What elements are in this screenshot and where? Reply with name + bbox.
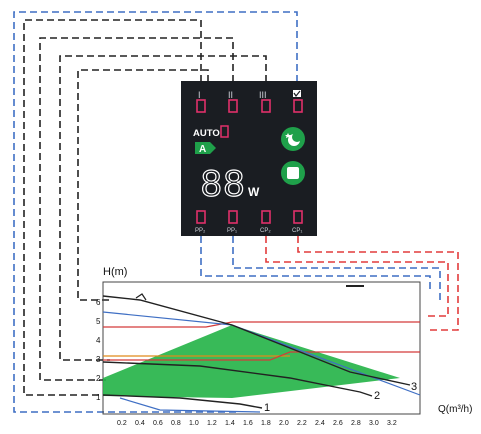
curve-label-3: 3 [411,381,417,393]
cp1-indicator[interactable] [293,210,303,224]
moon-icon [285,132,302,146]
x-tick: 2.0 [279,420,289,427]
speed-check-icon [293,90,301,98]
top-mark [135,293,147,301]
x-tick: 0.6 [153,420,163,427]
x-tick: 1.0 [189,420,199,427]
x-tick: 2.4 [315,420,325,427]
x-tick: 2.2 [297,420,307,427]
cp1-label: CP₁ [292,228,302,234]
cp2-label: CP₂ [260,228,271,234]
speed-label-3: III [259,90,267,100]
mode-badge-icon: A [195,142,216,155]
pp1-indicator[interactable] [228,210,238,224]
connector-blue-pp2 [200,236,431,290]
mode-badge-label: A [199,144,206,155]
pp1-label: PP₁ [227,228,237,234]
power-unit: W [248,185,260,199]
x-tick: 2.6 [333,420,343,427]
y-tick: 1 [96,393,101,402]
operating-region [103,325,400,398]
y-tick: 3 [96,355,101,364]
pp2-label: PP₂ [195,228,206,234]
chart-frame [102,281,421,415]
blue-curve-2 [119,397,261,413]
y-tick: 4 [96,336,101,345]
speed-label-1: I [198,90,201,100]
x-tick: 1.6 [243,420,253,427]
x-tick: 1.4 [225,420,235,427]
auto-label: AUTO [193,128,220,139]
x-tick: 0.4 [135,420,145,427]
speed-label-2: II [228,90,233,100]
x-tick: 1.8 [261,420,271,427]
x-tick: 3.0 [369,420,379,427]
panel-background [181,81,317,236]
speed-1-indicator[interactable] [196,99,206,113]
cp2-indicator[interactable] [261,210,271,224]
y-tick: 6 [96,298,101,307]
y-tick: 2 [96,374,101,383]
connector-red-cp1 [297,236,459,331]
control-panel: I II III AUTO A [181,81,317,236]
x-tick: 3.2 [387,420,397,427]
y-tick: 5 [96,317,101,326]
curve-label-1: 1 [264,402,270,414]
x-tick: 2.8 [351,420,361,427]
connector-blue-pp1 [232,236,441,300]
ref-line-red-lower [103,351,420,361]
x-tick: 0.2 [117,420,127,427]
pump-curve-3 [102,295,411,386]
night-mode-button[interactable] [281,127,305,151]
speed-2-indicator[interactable] [228,99,238,113]
mode-button[interactable] [281,161,305,185]
x-axis-label: Q(m³/h) [438,404,472,415]
pump-curve-2 [102,361,373,397]
performance-chart: 1 2 3 H(m) Q(m³/h) 1 2 3 4 5 6 0.2 0.4 0… [96,266,472,427]
connector-lines [13,11,459,413]
power-readout: 88 [201,163,246,204]
x-tick: 1.2 [207,420,217,427]
connector-inner [77,69,209,301]
connector-speed-1 [23,19,202,396]
connector-speed-3 [59,55,267,361]
night-mode-indicator[interactable] [293,99,303,113]
pp2-indicator[interactable] [196,210,206,224]
ref-line-red-upper [103,321,420,328]
connector-blue-outer [13,11,298,413]
speed-3-indicator[interactable] [261,99,271,113]
auto-indicator[interactable] [220,125,229,138]
pump-curve-1 [102,394,263,409]
connector-red-cp2 [265,236,449,317]
square-icon [287,167,299,179]
x-tick: 0.8 [171,420,181,427]
curve-label-2: 2 [374,390,380,402]
y-axis-label: H(m) [103,266,127,278]
